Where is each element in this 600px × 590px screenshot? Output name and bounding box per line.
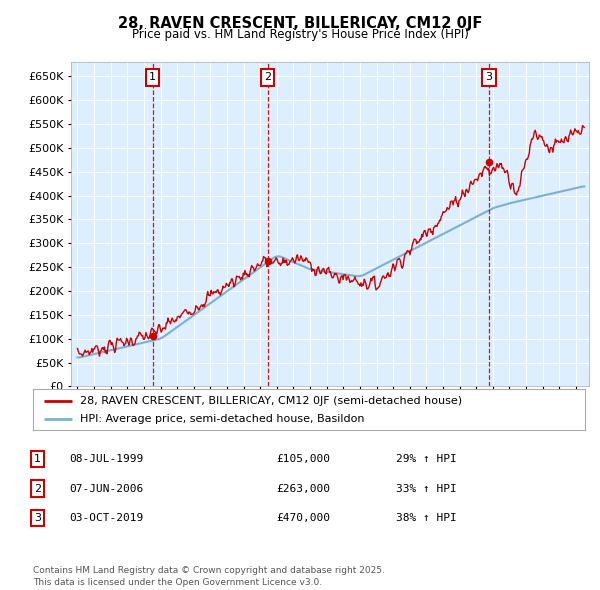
Text: 38% ↑ HPI: 38% ↑ HPI [396, 513, 457, 523]
Text: HPI: Average price, semi-detached house, Basildon: HPI: Average price, semi-detached house,… [80, 415, 364, 424]
Text: £263,000: £263,000 [276, 484, 330, 493]
Text: 2: 2 [34, 484, 41, 493]
Text: 2: 2 [264, 72, 271, 82]
Text: 1: 1 [34, 454, 41, 464]
Text: 29% ↑ HPI: 29% ↑ HPI [396, 454, 457, 464]
Text: £105,000: £105,000 [276, 454, 330, 464]
Text: 33% ↑ HPI: 33% ↑ HPI [396, 484, 457, 493]
Text: 3: 3 [485, 72, 492, 82]
Text: 28, RAVEN CRESCENT, BILLERICAY, CM12 0JF: 28, RAVEN CRESCENT, BILLERICAY, CM12 0JF [118, 16, 482, 31]
Text: 28, RAVEN CRESCENT, BILLERICAY, CM12 0JF (semi-detached house): 28, RAVEN CRESCENT, BILLERICAY, CM12 0JF… [80, 396, 462, 406]
Text: 08-JUL-1999: 08-JUL-1999 [69, 454, 143, 464]
Text: 3: 3 [34, 513, 41, 523]
Text: Contains HM Land Registry data © Crown copyright and database right 2025.
This d: Contains HM Land Registry data © Crown c… [33, 566, 385, 587]
Text: 1: 1 [149, 72, 156, 82]
Text: Price paid vs. HM Land Registry's House Price Index (HPI): Price paid vs. HM Land Registry's House … [131, 28, 469, 41]
Text: £470,000: £470,000 [276, 513, 330, 523]
Text: 03-OCT-2019: 03-OCT-2019 [69, 513, 143, 523]
Text: 07-JUN-2006: 07-JUN-2006 [69, 484, 143, 493]
